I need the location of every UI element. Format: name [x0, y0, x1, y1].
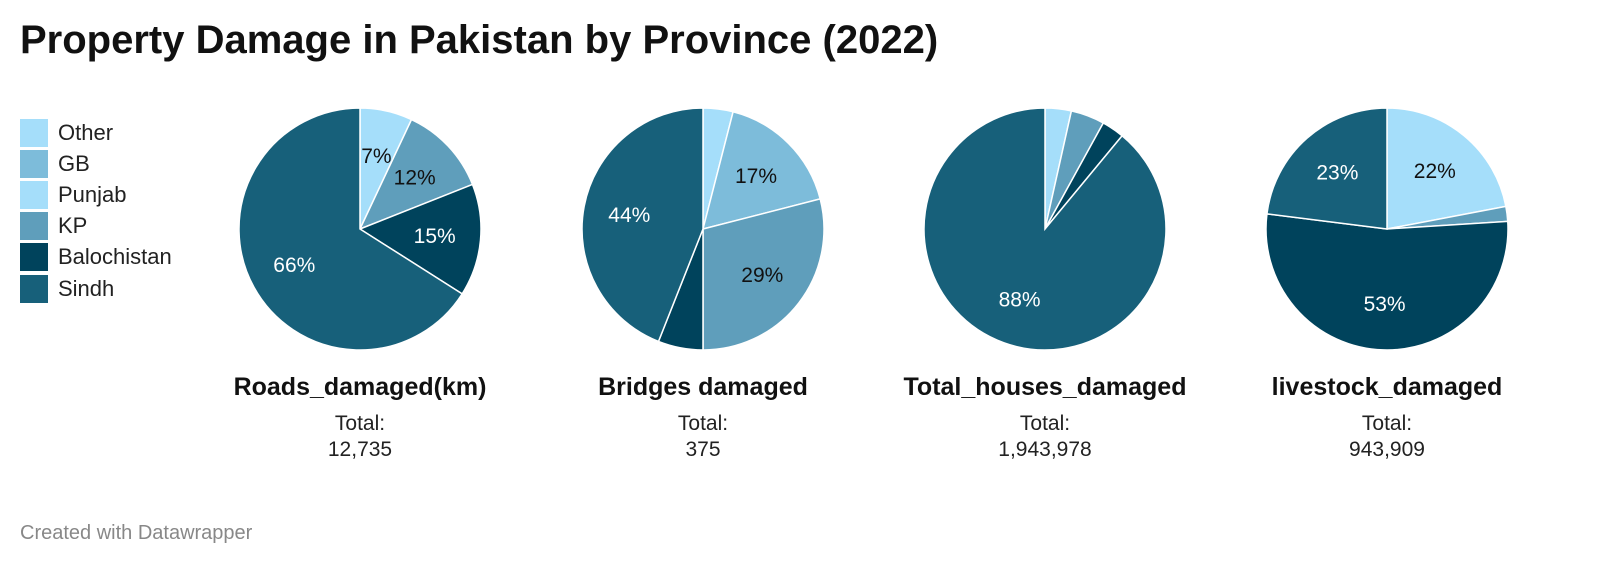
pie-title: Roads_damaged(km): [234, 373, 487, 401]
pie-slice-label: 44%: [608, 204, 650, 227]
pie-slice-label: 7%: [361, 145, 391, 168]
chart-title: Property Damage in Pakistan by Province …: [20, 18, 939, 62]
legend: Other GB Punjab KP Balochistan Sindh: [20, 117, 172, 304]
legend-item-sindh: Sindh: [20, 273, 172, 304]
legend-item-kp: KP: [20, 211, 172, 242]
pie-slice-sindh: [1266, 107, 1388, 230]
pie-total-label: Total:: [1362, 412, 1412, 435]
pie-chart-2: 17% 29% 44% Bridges damaged Total: 375: [581, 107, 825, 461]
pie-total-value: 12,735: [328, 438, 392, 461]
pie-chart-3: 88% Total_houses_damaged Total: 1,943,978: [904, 107, 1187, 461]
legend-item-other: Other: [20, 117, 172, 148]
pie-charts: 7%12% 15% 66% Roads_damaged(km) Total: 12,735…: [234, 107, 1509, 461]
pie-slice-label: 88%: [999, 289, 1041, 312]
pie-slice-label: 53%: [1364, 293, 1406, 316]
legend-swatch: [20, 243, 48, 272]
legend-item-balochistan: Balochistan: [20, 242, 172, 273]
legend-label: KP: [58, 213, 88, 239]
legend-swatch: [20, 212, 48, 241]
pie-total-value: 375: [685, 438, 720, 461]
pie-slice-label: 17%: [735, 165, 777, 188]
pie-slice-sindh: [581, 107, 704, 343]
legend-swatch: [20, 180, 48, 209]
legend-swatch: [20, 118, 48, 147]
pie-total-label: Total:: [678, 412, 728, 435]
pie-slice-label: 66%: [273, 254, 315, 277]
pie-slice-kp: [702, 197, 825, 351]
pie-slice-label: 29%: [741, 264, 783, 287]
pie-slice-balochistan: [1265, 212, 1509, 351]
credit-footer: Created with Datawrapper: [20, 522, 253, 544]
pie-chart-4: 22% 53% 23% livestock_damaged Total: 943,909: [1265, 107, 1509, 461]
pie-title: Total_houses_damaged: [904, 373, 1187, 401]
pie-total-label: Total:: [335, 412, 385, 435]
legend-label: GB: [58, 150, 90, 176]
legend-swatch: [20, 149, 48, 178]
pie-slice-label: 12%: [394, 167, 436, 190]
legend-label: Punjab: [58, 181, 127, 207]
pie-slice-sindh: [923, 107, 1167, 351]
pie-total-label: Total:: [1020, 412, 1070, 435]
legend-label: Other: [58, 119, 114, 145]
pie-slice-label: 22%: [1414, 160, 1456, 183]
pie-chart-1: 7%12% 15% 66% Roads_damaged(km) Total: 12,735: [234, 107, 487, 461]
pie-slice-balochistan: [358, 183, 482, 295]
pie-slice-sindh: [238, 107, 464, 351]
legend-swatch: [20, 274, 48, 303]
pie-total-value: 1,943,978: [998, 438, 1091, 461]
pie-total-value: 943,909: [1349, 438, 1425, 461]
legend-label: Balochistan: [58, 244, 172, 270]
pie-title: Bridges damaged: [598, 373, 808, 401]
pie-slice-punjab: [1386, 107, 1507, 230]
legend-item-gb: GB: [20, 148, 172, 179]
legend-label: Sindh: [58, 275, 115, 301]
pie-slice-label: 15%: [414, 225, 456, 248]
legend-item-punjab: Punjab: [20, 179, 172, 210]
pie-slice-label: 23%: [1316, 162, 1358, 185]
pie-slice-gb: [701, 110, 822, 231]
pie-title: livestock_damaged: [1272, 373, 1503, 401]
pie-slice-kp: [358, 118, 474, 231]
